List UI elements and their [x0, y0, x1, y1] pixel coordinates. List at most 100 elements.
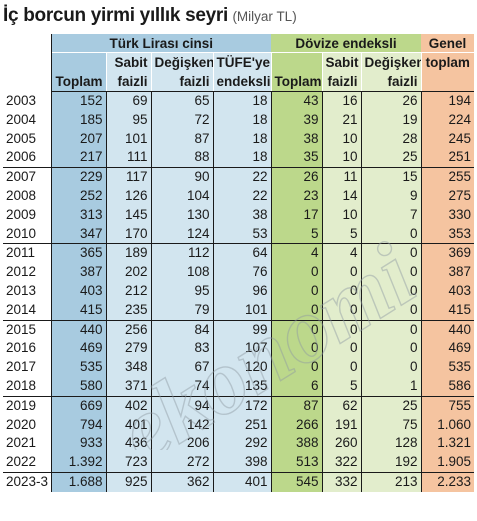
cell-tl-toplam: 365: [50, 243, 106, 264]
cell-tl-tufe: 107: [212, 339, 272, 359]
cell-dv-sabit: 10: [321, 148, 362, 168]
cell-tl-sabit: 69: [105, 91, 151, 111]
cell-tl-sabit: 212: [105, 281, 151, 301]
cell-tl-toplam: 152: [50, 91, 106, 111]
cell-dv-degisken: 0: [360, 358, 422, 377]
cell-tl-sabit: 101: [105, 129, 151, 149]
cell-tl-degisken: 72: [150, 110, 213, 130]
cell-tl-toplam: 535: [50, 358, 106, 377]
cell-tl-sabit: 371: [105, 376, 151, 397]
subheader-tl-sabit-top: Sabit: [105, 52, 151, 72]
subheader-genel-spacer: [420, 72, 475, 92]
cell-tl-sabit: 436: [105, 434, 151, 454]
cell-dv-sabit: 0: [321, 339, 362, 359]
cell-dv-toplam: 23: [270, 186, 323, 206]
cell-dv-sabit: 21: [321, 110, 362, 130]
cell-tl-degisken: 130: [150, 205, 213, 225]
group-header-dovize-endeksli: Dövize endeksli: [271, 34, 422, 53]
cell-tl-sabit: 401: [105, 415, 151, 435]
cell-dv-degisken: 7: [360, 205, 422, 225]
cell-dv-toplam: 0: [270, 300, 323, 321]
table-row: 2008 252 126 104 22 23 14 9 275: [3, 186, 475, 206]
cell-tl-tufe: 135: [212, 376, 272, 397]
subheader-dv-degisken-bottom: faizli: [360, 72, 422, 92]
cell-year: 2018: [6, 377, 37, 393]
cell-dv-degisken: 1: [360, 376, 422, 397]
cell-dv-sabit: 5: [321, 376, 362, 397]
table-row: 2023-3 1.688 925 362 401 545 332 213 2.233: [3, 471, 475, 492]
cell-dv-degisken: 15: [360, 167, 422, 187]
subheader-genel-bottom: toplam: [420, 52, 475, 72]
cell-genel-toplam: 535: [420, 358, 475, 377]
title-main: İç borcun yirmi yıllık seyri: [3, 5, 228, 26]
cell-tl-tufe: 18: [212, 129, 272, 149]
cell-tl-toplam: 794: [50, 415, 106, 435]
cell-tl-degisken: 362: [150, 471, 213, 492]
cell-dv-degisken: 25: [360, 395, 422, 416]
subheader-tl-toplam-spacer: [51, 52, 106, 72]
title-unit: (Milyar TL): [232, 9, 297, 24]
cell-genel-toplam: 469: [420, 339, 475, 359]
cell-year: 2009: [6, 206, 37, 222]
debt-table: Türk Lirası cinsi Dövize endeksli Genel …: [3, 34, 475, 492]
cell-tl-tufe: 96: [212, 281, 272, 301]
table-row: 2004 185 95 72 18 39 21 19 224: [3, 110, 475, 130]
cell-tl-degisken: 88: [150, 148, 213, 168]
table-row: 2009 313 145 130 38 17 10 7 330: [3, 205, 475, 225]
cell-dv-toplam: 17: [270, 205, 323, 225]
cell-year: 2017: [6, 359, 37, 375]
cell-tl-degisken: 104: [150, 186, 213, 206]
cell-tl-sabit: 111: [105, 148, 151, 168]
cell-tl-sabit: 95: [105, 110, 151, 130]
cell-tl-toplam: 185: [50, 110, 106, 130]
subheader-tl-sabit-bottom: faizli: [105, 72, 151, 92]
cell-tl-sabit: 925: [105, 471, 151, 492]
cell-dv-degisken: 0: [360, 339, 422, 359]
cell-dv-toplam: 4: [270, 243, 323, 264]
cell-tl-toplam: 217: [50, 148, 106, 168]
table-row: 2021 933 436 206 292 388 260 128 1.321: [3, 434, 475, 454]
cell-dv-toplam: 5: [270, 224, 323, 244]
cell-tl-tufe: 398: [212, 453, 272, 473]
cell-genel-toplam: 251: [420, 148, 475, 168]
cell-tl-degisken: 206: [150, 434, 213, 454]
table-row: 2015 440 256 84 99 0 0 0 440: [3, 319, 475, 340]
cell-tl-tufe: 18: [212, 91, 272, 111]
cell-dv-toplam: 26: [270, 167, 323, 187]
cell-year: 2016: [6, 340, 37, 356]
cell-dv-degisken: 0: [360, 243, 422, 264]
cell-dv-toplam: 39: [270, 110, 323, 130]
cell-tl-sabit: 348: [105, 358, 151, 377]
cell-dv-degisken: 0: [360, 281, 422, 301]
table-row: 2005 207 101 87 18 38 10 28 245: [3, 129, 475, 149]
cell-dv-degisken: 0: [360, 224, 422, 244]
cell-tl-toplam: 313: [50, 205, 106, 225]
table-row: 2022 1.392 723 272 398 513 322 192 1.905: [3, 453, 475, 473]
cell-tl-toplam: 440: [50, 319, 106, 340]
cell-dv-toplam: 388: [270, 434, 323, 454]
cell-year: 2011: [3, 243, 51, 264]
cell-tl-tufe: 18: [212, 148, 272, 168]
cell-dv-degisken: 192: [360, 453, 422, 473]
cell-tl-degisken: 272: [150, 453, 213, 473]
cell-tl-sabit: 279: [105, 339, 151, 359]
cell-tl-degisken: 74: [150, 376, 213, 397]
cell-genel-toplam: 586: [420, 376, 475, 397]
table-row: 2014 415 235 79 101 0 0 0 415: [3, 300, 475, 321]
cell-tl-degisken: 84: [150, 319, 213, 340]
table-row: 2012 387 202 108 76 0 0 0 387: [3, 263, 475, 282]
cell-genel-toplam: 440: [420, 319, 475, 340]
cell-dv-sabit: 10: [321, 205, 362, 225]
cell-genel-toplam: 245: [420, 129, 475, 149]
cell-dv-toplam: 0: [270, 319, 323, 340]
cell-dv-degisken: 9: [360, 186, 422, 206]
cell-dv-toplam: 0: [270, 358, 323, 377]
cell-dv-sabit: 4: [321, 243, 362, 264]
cell-tl-tufe: 101: [212, 300, 272, 321]
cell-tl-tufe: 22: [212, 186, 272, 206]
cell-dv-toplam: 43: [270, 91, 323, 111]
cell-tl-tufe: 18: [212, 110, 272, 130]
cell-dv-degisken: 19: [360, 110, 422, 130]
cell-dv-sabit: 5: [321, 224, 362, 244]
cell-tl-toplam: 207: [50, 129, 106, 149]
